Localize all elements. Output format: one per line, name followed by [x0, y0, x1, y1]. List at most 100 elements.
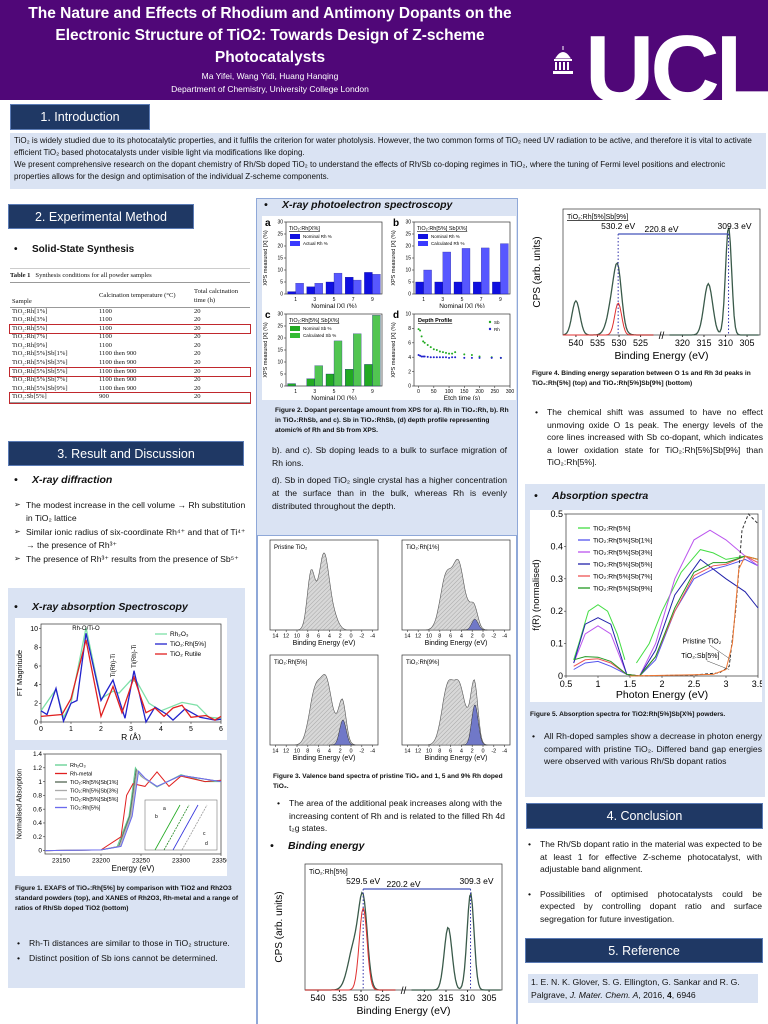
- table-cell: TiO₂:Rh[5%]Sb[3%]: [12, 359, 68, 367]
- x-axis-label: Binding Energy (eV): [425, 640, 488, 647]
- reference-heading: 5. Reference: [525, 938, 763, 963]
- y-tick-label: 15: [405, 256, 411, 262]
- panel-title: Pristine TiO₂: [274, 545, 308, 551]
- x-tick-label: 0: [349, 749, 352, 755]
- absorption-chart: 0.5 1 1.5 2 2.5 3 3.5 0 0.1 0.2 0.3 0.4 0.5 Photon En…: [530, 510, 762, 702]
- x-tick-label: 0.5: [560, 679, 573, 689]
- annotation: TiO₂:Sb[5%]: [681, 653, 719, 660]
- y-axis-label: XPS measured [X] (%): [391, 230, 397, 285]
- table-cell: 20: [194, 307, 201, 315]
- y-tick-label: 15: [277, 348, 283, 354]
- y-tick-label: 0.2: [33, 834, 42, 841]
- x-tick-label: 6: [317, 634, 320, 640]
- legend-label: Nominal Sb %: [303, 326, 332, 331]
- legend-label: Nominal Rh %: [431, 234, 460, 239]
- bar: [481, 247, 490, 295]
- table-cell: 1100: [99, 333, 112, 341]
- bar: [333, 340, 343, 387]
- data-point: [490, 356, 493, 359]
- y-tick-label: 5: [408, 280, 411, 286]
- y-tick-label: 0.6: [33, 806, 42, 813]
- o1s-spectrum: [562, 261, 654, 336]
- legend-label: Calculated Rh %: [431, 241, 465, 246]
- table-cell: TiO₂:Sb[5%]: [12, 393, 47, 401]
- conclusion-point: The Rh/Sb dopant ratio in the material w…: [526, 838, 762, 876]
- series-line: [573, 604, 626, 660]
- y-axis-label: CPS (arb. units): [274, 891, 285, 962]
- series-line: [573, 558, 759, 677]
- ref-volume: 4: [666, 989, 672, 1000]
- legend-label: Actual Rh %: [303, 241, 328, 246]
- x-tick-label: -2: [359, 749, 364, 755]
- x-tick-label: 4: [328, 749, 331, 755]
- data-point: [432, 356, 435, 359]
- plot-frame: [40, 623, 222, 723]
- x-tick-label: 150: [460, 389, 469, 395]
- x-tick-label: 250: [491, 389, 500, 395]
- bar: [295, 283, 304, 295]
- chart-title: TiO₂:Rh[5%]Sb[9%]: [567, 214, 628, 221]
- peak-label: 529.5 eV: [346, 876, 380, 886]
- x-tick-label: 23150: [52, 858, 70, 865]
- x-tick-label: 8: [306, 634, 309, 640]
- y-tick-label: 0: [38, 848, 42, 855]
- xas-title: X-ray absorption Spectroscopy: [12, 601, 247, 614]
- y-tick-label: 10: [277, 268, 283, 274]
- annotation: Ti(Rh)-Ti: [111, 654, 117, 677]
- y-axis-label: XPS measured [X] (%): [263, 322, 269, 377]
- x-tick-label: -4: [370, 749, 375, 755]
- x-tick-label: -2: [491, 749, 496, 755]
- y-tick-label: 20: [277, 336, 283, 342]
- affiliation: Department of Chemistry, University Coll…: [171, 84, 369, 94]
- x-tick-label: 23300: [172, 858, 190, 865]
- ucl-portico-dome-icon: [553, 46, 573, 74]
- data-point: [432, 348, 435, 351]
- y-tick-label: 8: [34, 645, 38, 652]
- x-tick-label: 7: [480, 297, 483, 303]
- bar: [473, 281, 482, 295]
- data-point: [445, 351, 447, 354]
- table-row: TiO₂:Rh[5%]Sb[7%] 1100 then 900 20: [10, 376, 250, 385]
- data-point: [470, 356, 473, 359]
- table-cell: TiO₂:Rh[5%]Sb[9%]: [12, 384, 68, 392]
- x-tick-label: -4: [370, 634, 375, 640]
- x-tick-label: 8: [438, 634, 441, 640]
- legend-label: TiO₂:Rh[5%]Sb[9%]: [593, 585, 653, 592]
- y-tick-label: 0: [280, 384, 283, 390]
- data-point: [478, 355, 481, 358]
- rh3d-spectrum: [669, 227, 759, 336]
- bar: [453, 281, 463, 295]
- x-tick-label: 1: [595, 679, 600, 689]
- data-point: [422, 340, 425, 343]
- inset-line: [163, 804, 190, 851]
- bar: [492, 281, 501, 295]
- data-point: [478, 356, 481, 359]
- bar: [434, 281, 443, 295]
- data-point: [445, 356, 447, 359]
- conclusion-points: The Rh/Sb dopant ratio in the material w…: [526, 838, 762, 927]
- legend-label: Rh-metal: [70, 771, 92, 777]
- table-cell: 20: [194, 316, 201, 324]
- y-tick-label: 0.4: [550, 541, 563, 551]
- x-tick-label: 530: [354, 993, 369, 1003]
- x-tick-label: 100: [445, 389, 454, 395]
- bar: [314, 365, 323, 387]
- y-tick-label: 30: [277, 220, 283, 226]
- abs-points: All Rh-doped samples show a decrease in …: [530, 730, 762, 770]
- x-axis-label: Binding Energy (eV): [293, 640, 356, 647]
- inset-line: [172, 804, 199, 851]
- x-tick-label: 2: [339, 634, 342, 640]
- table-row: TiO₂:Rh[5%]Sb[3%] 1100 then 900 20: [10, 359, 250, 368]
- table-cell: 1100 then 900: [99, 384, 137, 392]
- table-row: TiO₂:Rh[9%] 1100 20: [10, 342, 250, 351]
- data-point: [470, 354, 473, 357]
- separation-label: 220.8 eV: [644, 224, 678, 234]
- table-cell: 20: [194, 324, 201, 332]
- vb-point: The area of the additional peak increase…: [275, 797, 513, 835]
- conclusion-heading: 4. Conclusion: [526, 803, 763, 829]
- o1s-fit: [563, 302, 654, 336]
- data-point: [420, 335, 423, 338]
- table-cell: 20: [194, 333, 201, 341]
- plot-frame: [44, 753, 222, 855]
- table-row: TiO₂:Rh[5%]Sb[5%] 1100 then 900 20: [9, 366, 251, 378]
